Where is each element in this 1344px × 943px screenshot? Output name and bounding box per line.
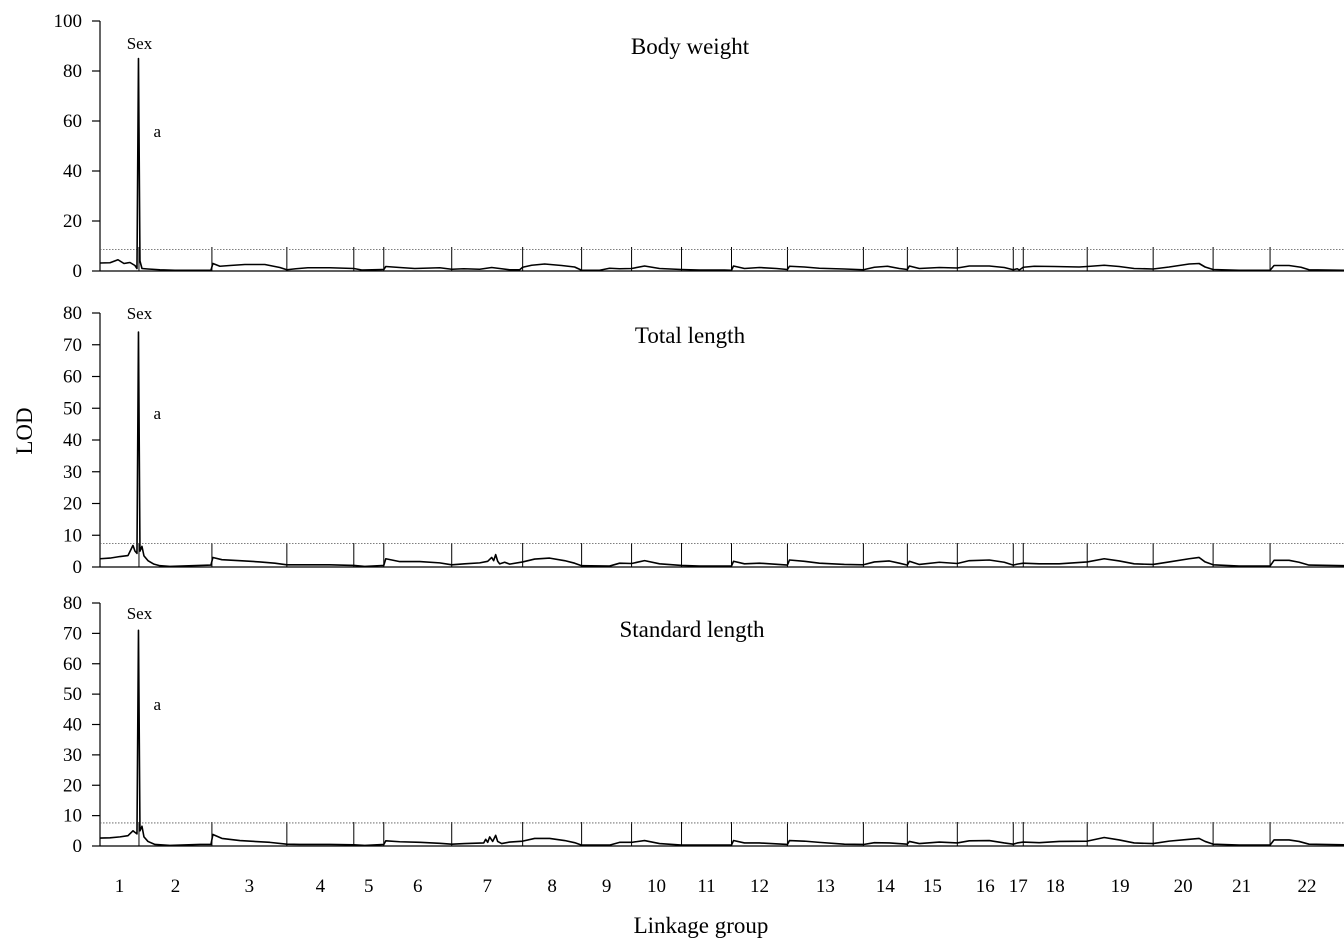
linkage-group-label: 21	[1232, 876, 1251, 897]
linkage-group-label: 6	[413, 876, 423, 897]
y-tick-label: 40	[63, 715, 82, 736]
y-tick-label: 50	[63, 684, 82, 705]
panel-title: Body weight	[631, 34, 750, 59]
x-axis-title: Linkage group	[634, 913, 769, 938]
lod-curve	[99, 629, 1344, 847]
linkage-group-label: 1	[115, 876, 125, 897]
linkage-group-label: 20	[1174, 876, 1193, 897]
y-tick-label: 100	[54, 11, 83, 32]
linkage-group-label: 16	[976, 876, 995, 897]
linkage-group-label: 11	[697, 876, 715, 897]
linkage-group-label: 14	[876, 876, 896, 897]
linkage-group-label: 9	[602, 876, 612, 897]
y-axis-title: LOD	[12, 407, 37, 454]
y-tick-label: 60	[63, 654, 82, 675]
y-tick-label: 30	[63, 462, 82, 483]
y-tick-label: 70	[63, 623, 82, 644]
linkage-group-label: 12	[750, 876, 769, 897]
lod-curve	[99, 57, 1344, 272]
linkage-group-label: 8	[547, 876, 557, 897]
y-tick-label: 20	[63, 211, 82, 232]
linkage-group-label: 4	[316, 876, 326, 897]
y-tick-label: 40	[63, 161, 82, 182]
y-tick-label: 60	[63, 367, 82, 388]
y-tick-label: 0	[73, 557, 83, 578]
y-tick-label: 80	[63, 303, 82, 324]
y-tick-label: 0	[73, 836, 83, 857]
y-tick-label: 20	[63, 494, 82, 515]
panel-title: Standard length	[620, 617, 765, 642]
y-tick-label: 40	[63, 430, 82, 451]
peak-mark-a: a	[153, 122, 161, 141]
y-tick-label: 30	[63, 745, 82, 766]
y-tick-label: 50	[63, 398, 82, 419]
y-tick-label: 60	[63, 111, 82, 132]
linkage-group-label: 7	[482, 876, 492, 897]
peak-label-sex: Sex	[127, 304, 153, 323]
peak-label-sex: Sex	[127, 604, 153, 623]
y-tick-label: 80	[63, 593, 82, 614]
peak-mark-a: a	[153, 404, 161, 423]
linkage-group-label: 19	[1111, 876, 1130, 897]
linkage-group-label: 3	[245, 876, 255, 897]
panel-title: Total length	[635, 323, 746, 348]
linkage-group-label: 5	[364, 876, 374, 897]
peak-label-sex: Sex	[127, 34, 153, 53]
linkage-group-label: 13	[816, 876, 835, 897]
y-tick-label: 10	[63, 806, 82, 827]
y-tick-label: 10	[63, 525, 82, 546]
peak-mark-a: a	[153, 695, 161, 714]
linkage-group-label: 2	[171, 876, 181, 897]
linkage-group-label: 18	[1046, 876, 1065, 897]
linkage-group-label: 15	[923, 876, 942, 897]
lod-curve	[99, 331, 1344, 568]
linkage-group-label: 17	[1009, 876, 1028, 897]
y-tick-label: 70	[63, 335, 82, 356]
y-tick-label: 0	[73, 261, 83, 282]
linkage-group-label: 10	[647, 876, 666, 897]
y-tick-label: 80	[63, 61, 82, 82]
y-tick-label: 20	[63, 775, 82, 796]
linkage-group-label: 22	[1298, 876, 1317, 897]
